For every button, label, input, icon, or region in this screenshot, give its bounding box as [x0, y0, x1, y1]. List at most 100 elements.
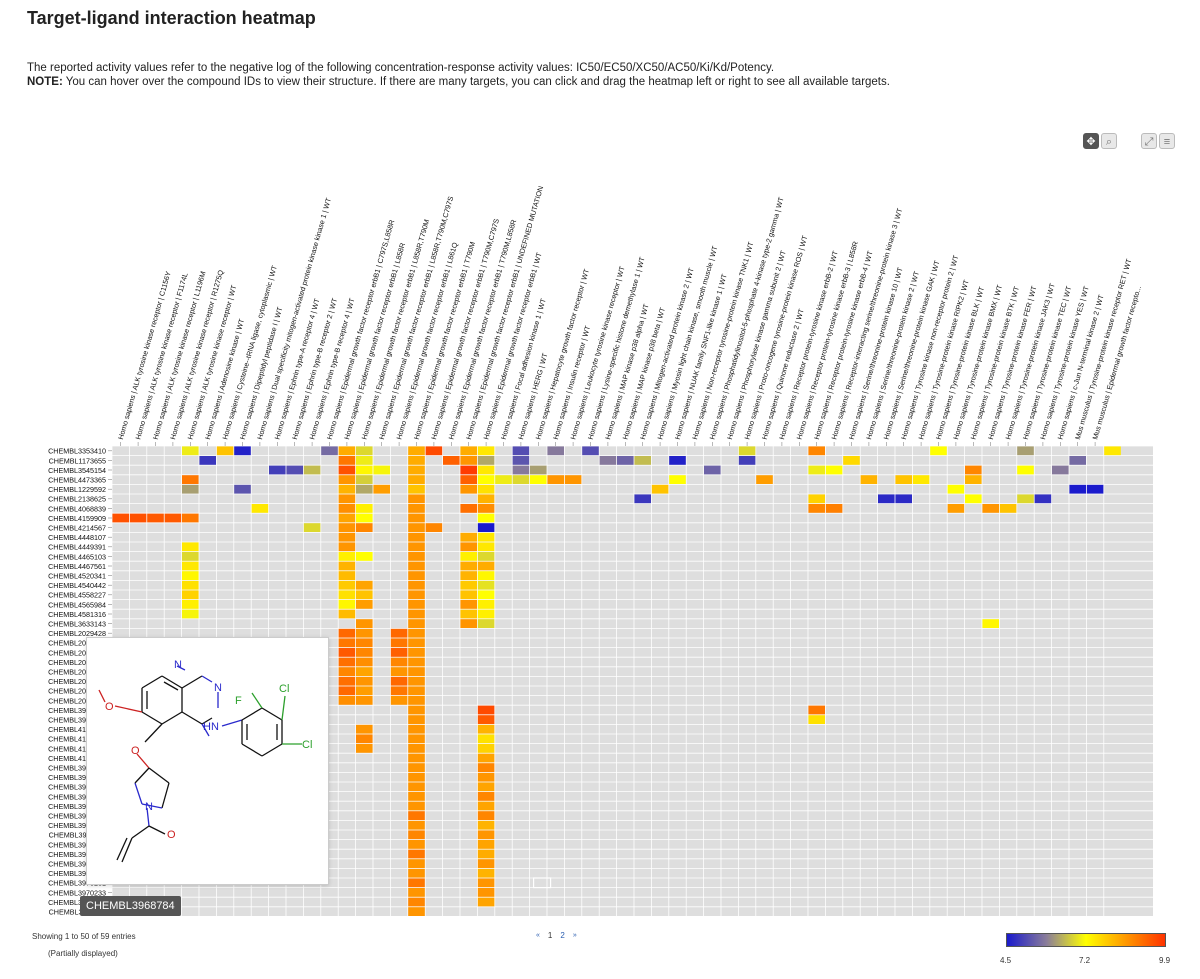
y-tick-label[interactable]: CHEMBL3970236: [48, 898, 106, 907]
heatmap-cell[interactable]: [477, 840, 495, 849]
heatmap-cell[interactable]: [338, 686, 356, 696]
heatmap-cell[interactable]: [808, 494, 825, 504]
heatmap-cell[interactable]: [408, 811, 425, 820]
heatmap-cell[interactable]: [477, 571, 495, 580]
heatmap-cell[interactable]: [408, 667, 425, 676]
heatmap-cell[interactable]: [164, 513, 182, 523]
y-tick-label[interactable]: CHEMBL4467561: [48, 562, 106, 571]
heatmap-cell[interactable]: [338, 532, 356, 542]
heatmap-cell[interactable]: [408, 552, 425, 561]
heatmap-cell[interactable]: [408, 705, 425, 715]
heatmap-cell[interactable]: [182, 600, 199, 609]
y-tick-label[interactable]: CHEMBL4159909: [48, 514, 106, 523]
heatmap-cell[interactable]: [408, 840, 425, 849]
heatmap-cell[interactable]: [477, 715, 495, 724]
heatmap-cell[interactable]: [477, 820, 495, 830]
heatmap-cell[interactable]: [408, 772, 425, 782]
y-tick-label[interactable]: CHEMBL3969208: [48, 811, 106, 820]
y-tick-label[interactable]: CHEMBL4068839: [48, 504, 106, 513]
heatmap-cell[interactable]: [286, 465, 303, 475]
heatmap-cell[interactable]: [564, 475, 582, 484]
heatmap-cell[interactable]: [408, 446, 425, 456]
menu-icon[interactable]: ≡: [1159, 133, 1175, 149]
y-tick-label[interactable]: CHEMBL1229592: [48, 485, 106, 494]
y-tick-label[interactable]: CHEMBL4448107: [48, 533, 106, 542]
heatmap-cell[interactable]: [408, 580, 425, 590]
heatmap-cell[interactable]: [477, 792, 495, 801]
heatmap-cell[interactable]: [669, 456, 686, 465]
heatmap-cell[interactable]: [617, 456, 634, 465]
heatmap-cell[interactable]: [182, 609, 199, 619]
heatmap-cell[interactable]: [460, 552, 477, 561]
heatmap-cell[interactable]: [373, 465, 390, 475]
heatmap-cell[interactable]: [338, 590, 356, 600]
heatmap-cell[interactable]: [251, 504, 269, 513]
heatmap-cell[interactable]: [477, 859, 495, 868]
heatmap-cell[interactable]: [338, 667, 356, 676]
heatmap-cell[interactable]: [408, 638, 425, 648]
y-tick-label[interactable]: CHEMBL3969211: [49, 831, 106, 840]
y-tick-label[interactable]: CHEMBL4127093: [48, 744, 106, 753]
heatmap-cell[interactable]: [303, 465, 321, 475]
heatmap-cell[interactable]: [947, 504, 965, 513]
y-tick-label[interactable]: CHEMBL2029443: [48, 687, 106, 696]
heatmap-cell[interactable]: [390, 628, 408, 638]
heatmap-cell[interactable]: [1069, 456, 1086, 465]
heatmap-cell[interactable]: [825, 504, 843, 513]
heatmap-cell[interactable]: [477, 542, 495, 552]
zoom-icon[interactable]: ⌕: [1101, 133, 1117, 149]
heatmap-cell[interactable]: [634, 456, 651, 465]
y-tick-label[interactable]: CHEMBL3968643: [48, 783, 106, 792]
y-tick-label[interactable]: CHEMBL3970231: [48, 879, 106, 888]
heatmap-cell[interactable]: [808, 465, 825, 475]
heatmap-cell[interactable]: [477, 849, 495, 859]
heatmap-cell[interactable]: [408, 609, 425, 619]
reset-icon[interactable]: ⤢: [1141, 133, 1157, 149]
heatmap-cell[interactable]: [1086, 484, 1104, 494]
heatmap-cell[interactable]: [808, 504, 825, 513]
heatmap-cell[interactable]: [425, 523, 443, 532]
heatmap-cell[interactable]: [477, 494, 495, 504]
heatmap-cell[interactable]: [373, 484, 390, 494]
heatmap-cell[interactable]: [460, 619, 477, 628]
heatmap-cell[interactable]: [390, 686, 408, 696]
heatmap-cell[interactable]: [216, 446, 234, 456]
heatmap-cell[interactable]: [408, 820, 425, 830]
heatmap-cell[interactable]: [477, 532, 495, 542]
heatmap-cell[interactable]: [234, 446, 251, 456]
heatmap-cell[interactable]: [338, 561, 356, 571]
heatmap-cell[interactable]: [477, 619, 495, 628]
y-tick-label[interactable]: CHEMBL2138625: [48, 495, 106, 504]
heatmap-cell[interactable]: [1104, 446, 1121, 456]
heatmap-cell[interactable]: [408, 888, 425, 897]
heatmap-cell[interactable]: [582, 446, 599, 456]
heatmap-cell[interactable]: [477, 753, 495, 763]
heatmap-cell[interactable]: [408, 561, 425, 571]
heatmap-cell[interactable]: [408, 801, 425, 811]
heatmap-cell[interactable]: [477, 811, 495, 820]
heatmap-cell[interactable]: [999, 504, 1017, 513]
heatmap-cell[interactable]: [477, 705, 495, 715]
heatmap-cell[interactable]: [408, 792, 425, 801]
heatmap-cell[interactable]: [756, 475, 773, 484]
heatmap-cell[interactable]: [338, 484, 356, 494]
heatmap-cell[interactable]: [338, 638, 356, 648]
y-tick-label[interactable]: CHEMBL3967637: [48, 706, 106, 715]
heatmap-cell[interactable]: [460, 475, 477, 484]
y-tick-label[interactable]: CHEMBL2029434: [48, 639, 106, 648]
y-tick-label[interactable]: CHEMBL4558227: [48, 591, 106, 600]
heatmap-cell[interactable]: [182, 513, 199, 523]
heatmap-cell[interactable]: [408, 532, 425, 542]
heatmap-cell[interactable]: [460, 542, 477, 552]
heatmap-cell[interactable]: [356, 638, 373, 648]
heatmap-cell[interactable]: [477, 580, 495, 590]
heatmap-cell[interactable]: [356, 475, 373, 484]
heatmap-cell[interactable]: [338, 628, 356, 638]
heatmap-cell[interactable]: [338, 657, 356, 667]
heatmap-cell[interactable]: [930, 446, 947, 456]
y-tick-label[interactable]: CHEMBL3353410: [48, 447, 106, 456]
heatmap-cell[interactable]: [965, 494, 982, 504]
heatmap-cell[interactable]: [408, 465, 425, 475]
heatmap-cell[interactable]: [425, 446, 443, 456]
heatmap-cell[interactable]: [408, 859, 425, 868]
